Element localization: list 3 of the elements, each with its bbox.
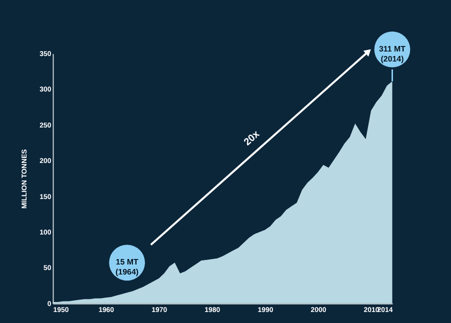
annotation: 15 MT (1964): [116, 258, 139, 277]
annotation: 20x: [242, 128, 262, 148]
annotation: 311 MT (2014): [378, 44, 406, 64]
